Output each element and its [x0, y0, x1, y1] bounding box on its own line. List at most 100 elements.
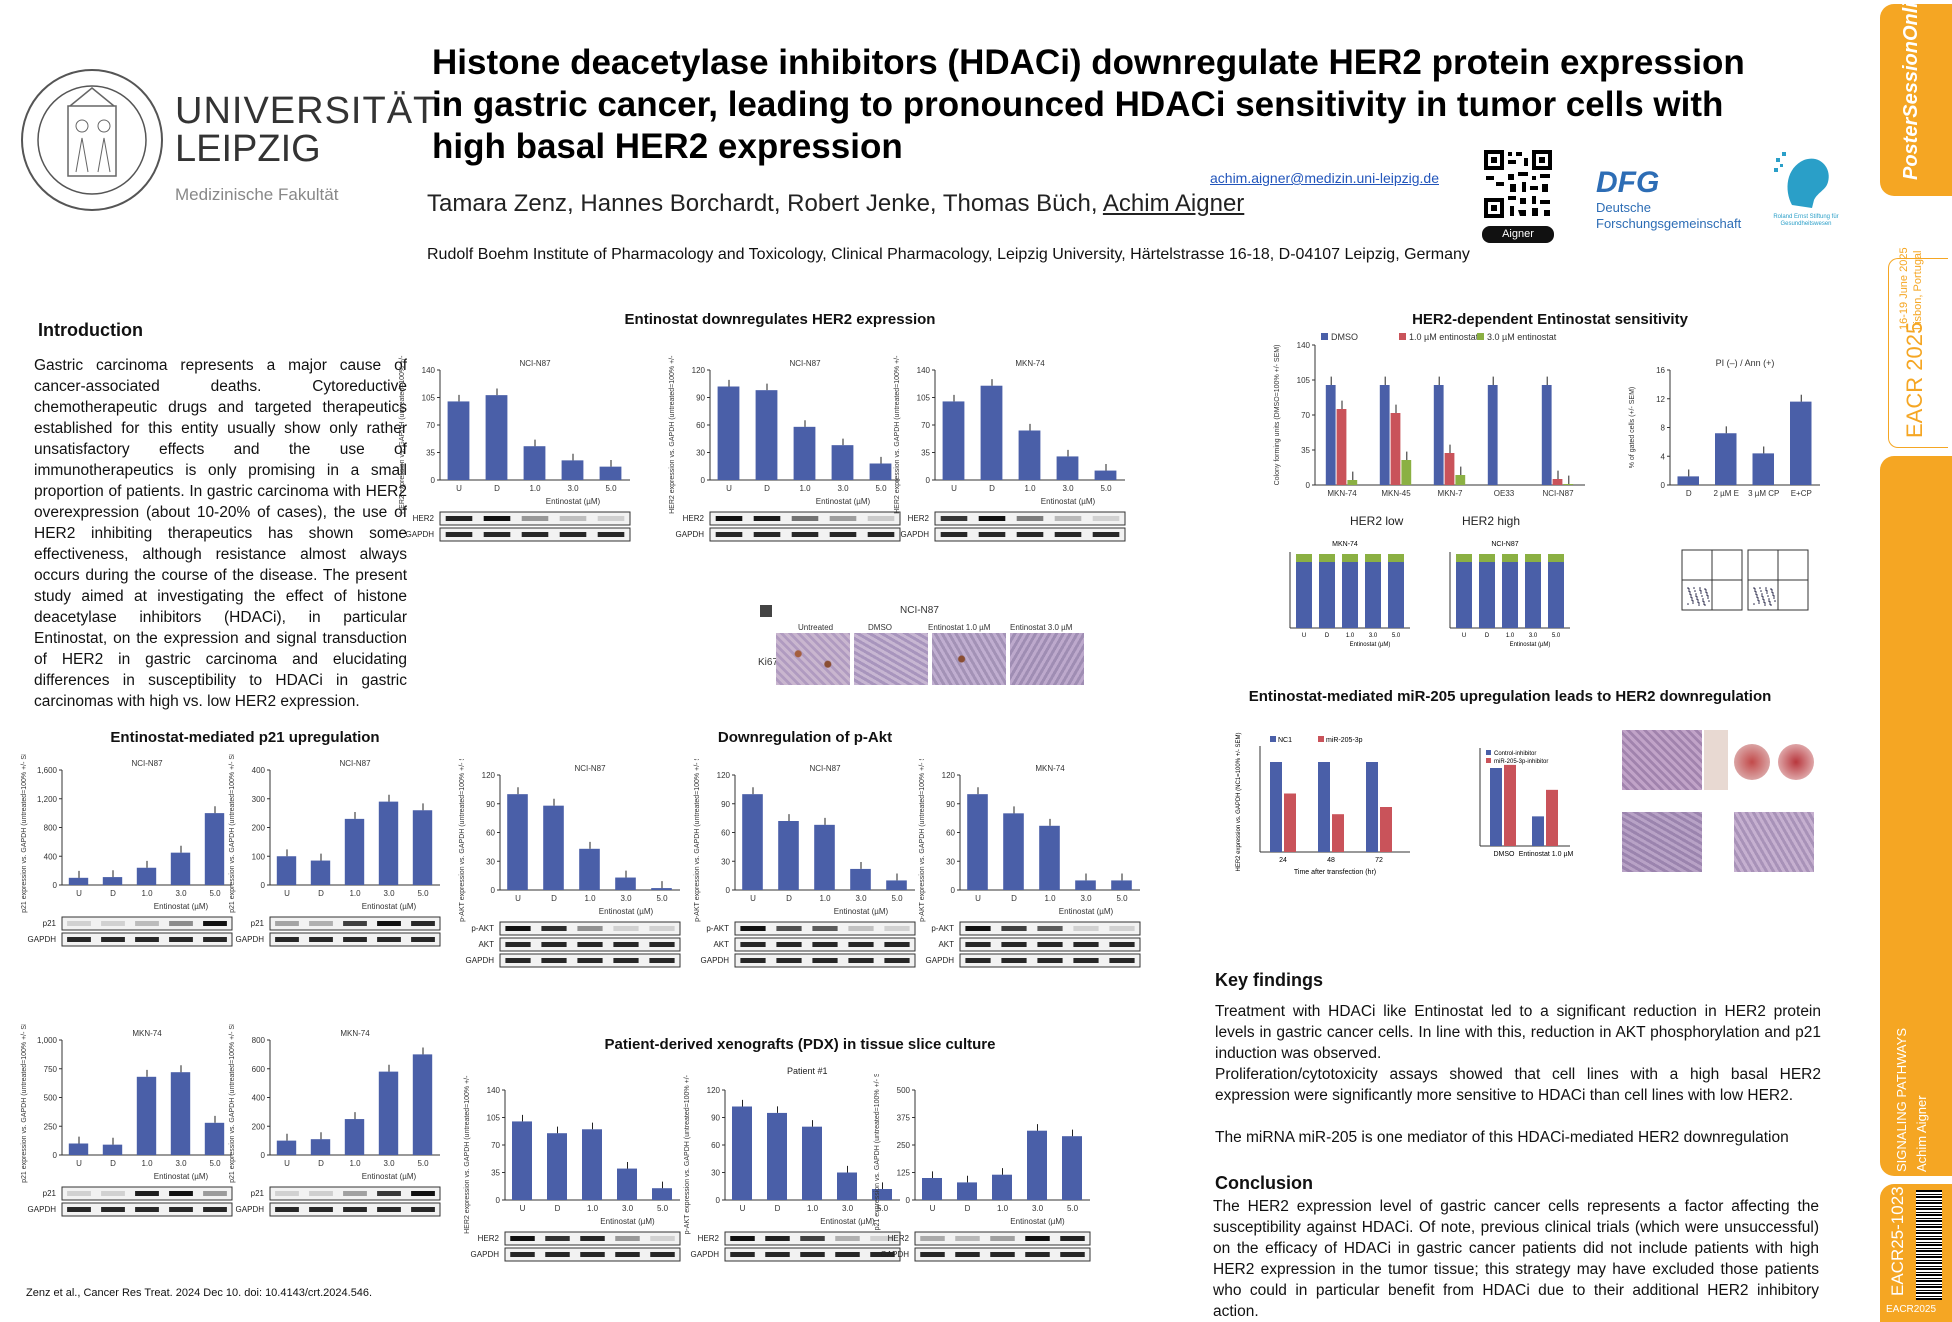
chart-mir205-inhibitor: DMSO Entinostat 1.0 µM Control-inhibitor mi… [1479, 748, 1574, 858]
x-tick-label: 1.0 [529, 484, 541, 493]
x-tick-label: 5.0 [1067, 1204, 1079, 1213]
flow-dot [1708, 600, 1710, 602]
flow-dot [1771, 589, 1773, 591]
ki67-image [1010, 633, 1084, 685]
y-tick-label: 60 [721, 829, 730, 838]
patient-label: Patient #1 [787, 1066, 828, 1076]
x-tick-label: 3.0 [567, 484, 579, 493]
foundation-logo [1774, 152, 1829, 208]
legend-swatch [1486, 758, 1491, 763]
bar [543, 805, 564, 890]
y-tick-label: 70 [426, 421, 435, 430]
flow-dot [1769, 603, 1771, 605]
x-tick-label: 5.0 [891, 894, 903, 903]
affiliation: Rudolf Boehm Institute of Pharmacology a… [427, 246, 1470, 263]
x-tick-label: U [951, 484, 957, 493]
x-tick-label: U [520, 1204, 526, 1213]
chart-cell-line-label: MKN-74 [1015, 359, 1045, 368]
blot-label: GAPDH [901, 530, 930, 539]
blot-band [965, 958, 991, 963]
flow-dot [1698, 604, 1700, 606]
blot-band [613, 926, 639, 931]
y-tick-label: 140 [487, 1086, 501, 1095]
x-tick-label: 5.0 [417, 889, 429, 898]
ki67-col-label: Entinostat 3.0 µM [1010, 623, 1073, 632]
chart-pdx-her2: 0 35 70 105 140 HER2 expression vs. GAPDH (un… [464, 1074, 681, 1262]
blot-label: p-AKT [471, 924, 494, 933]
bar [1455, 475, 1466, 485]
blot-frame [439, 511, 631, 526]
y-axis-label: HER2 expression vs. GAPDH (untreated=100… [894, 354, 901, 514]
topic: SIGNALING PATHWAYS [1894, 1028, 1909, 1172]
flow-dot [1758, 600, 1760, 602]
blot-band [505, 958, 531, 963]
y-tick-label: 140 [917, 366, 931, 375]
blot-band [776, 958, 802, 963]
blot-band [715, 516, 743, 521]
blot-label: HER2 [413, 514, 435, 523]
bar [814, 824, 835, 890]
x-tick-label: MKN-45 [1381, 489, 1411, 498]
blot-band [740, 958, 766, 963]
blot-band [135, 937, 159, 942]
blot-band [343, 921, 367, 926]
blot-band [1016, 516, 1044, 521]
bar [1541, 385, 1552, 485]
flow-dot [1766, 592, 1768, 594]
flow-dot [1693, 587, 1695, 589]
flow-dot [1696, 598, 1698, 600]
x-axis-label: Entinostat (µM) [820, 1217, 875, 1226]
x-tick-label: D [786, 894, 792, 903]
chart-cell-line-label: NCI-N87 [789, 359, 821, 368]
blot-band [649, 958, 675, 963]
y-tick-label: 0 [1661, 481, 1666, 490]
pi-title: PI (–) / Ann (+) [1716, 358, 1775, 368]
x-tick-label: U [975, 894, 981, 903]
flow-dot [1757, 597, 1759, 599]
bar [1563, 484, 1574, 485]
x-tick-label: D [318, 889, 324, 898]
contact-email-link[interactable]: achim.aigner@medizin.uni-leipzig.de [1210, 170, 1439, 186]
stack-segment [1365, 554, 1381, 562]
blot-band [203, 1207, 227, 1212]
dfg-logo: DFG [1596, 166, 1660, 199]
bar [942, 401, 965, 480]
x-axis-label: Entinostat (µM) [1059, 907, 1114, 916]
blot-band [597, 532, 625, 537]
stack-segment [1479, 554, 1495, 562]
blot-band [67, 1191, 91, 1196]
x-tick-label: 3.0 [383, 1159, 395, 1168]
qr-code[interactable] [1482, 148, 1554, 220]
bar [582, 1129, 602, 1200]
y-tick-label: 500 [44, 1094, 58, 1103]
bar [1347, 480, 1358, 485]
x-tick-label: D [110, 889, 116, 898]
chart-p21-mkn-b: 0 200 400 600 800 p21 expression vs. GAPDH (u… [229, 1024, 441, 1217]
x-tick-label: 3.0 [1529, 633, 1538, 639]
stack-segment [1388, 554, 1404, 562]
stack-segment [1502, 562, 1518, 628]
blot-band [1025, 1236, 1050, 1241]
blot-band [169, 1191, 193, 1196]
blot-band [521, 532, 549, 537]
x-tick-label: 3 µM CP [1748, 489, 1779, 498]
flow-dot [1704, 588, 1706, 590]
y-axis-label: p-AKT expression vs. GAPDH (untreated=10… [459, 759, 466, 922]
blot-band [1016, 532, 1044, 537]
flow-dot [1691, 599, 1693, 601]
x-axis-label: Entinostat (µM) [154, 902, 209, 911]
y-tick-label: 105 [422, 394, 436, 403]
x-tick-label: Entinostat 1.0 µM [1519, 851, 1574, 858]
bar [344, 818, 365, 885]
y-tick-label: 0 [261, 881, 266, 890]
stack-segment [1525, 562, 1541, 628]
bar [276, 1140, 297, 1155]
x-tick-label: 1.0 [997, 1204, 1009, 1213]
y-tick-label: 1,200 [37, 795, 58, 804]
blot-band [1092, 516, 1120, 521]
blot-label: GAPDH [926, 956, 955, 965]
y-tick-label: 60 [946, 829, 955, 838]
flow-dot [1772, 594, 1774, 596]
